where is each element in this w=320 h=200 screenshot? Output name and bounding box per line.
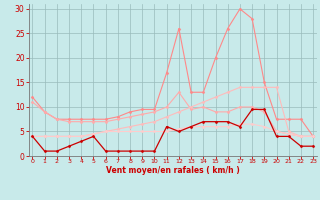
X-axis label: Vent moyen/en rafales ( km/h ): Vent moyen/en rafales ( km/h )	[106, 166, 240, 175]
